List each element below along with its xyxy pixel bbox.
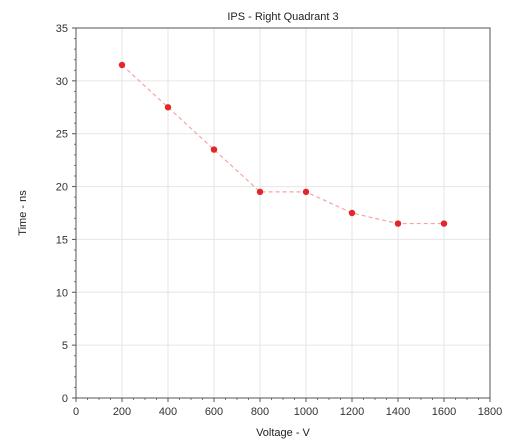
x-tick-label: 0 xyxy=(73,406,79,418)
x-tick-label: 600 xyxy=(205,406,223,418)
plot-background xyxy=(76,28,490,398)
y-axis-title: Time - ns xyxy=(17,190,29,236)
data-point xyxy=(440,220,448,227)
x-tick-label: 1000 xyxy=(294,406,318,418)
x-tick-label: 1200 xyxy=(340,406,364,418)
y-tick-label: 0 xyxy=(62,393,68,405)
data-point xyxy=(302,188,310,196)
data-point xyxy=(348,209,356,217)
data-point xyxy=(164,104,172,111)
y-tick-label: 25 xyxy=(56,129,68,141)
y-tick-label: 10 xyxy=(56,287,68,299)
y-tick-label: 5 xyxy=(62,340,68,352)
data-point xyxy=(256,188,264,196)
x-tick-label: 400 xyxy=(159,406,177,418)
series-line xyxy=(121,64,444,225)
plot-frame xyxy=(75,27,491,399)
data-point xyxy=(394,220,402,227)
y-tick-label: 15 xyxy=(56,234,68,246)
y-tick-labels: 0 5 10 15 20 25 30 35 xyxy=(56,23,68,405)
data-point xyxy=(118,61,126,69)
x-tick-label: 200 xyxy=(113,406,131,418)
x-tick-label: 1600 xyxy=(432,406,456,418)
y-tick-label: 30 xyxy=(56,76,68,88)
x-tick-label: 800 xyxy=(251,406,269,418)
x-tick-labels: 0 200 400 600 800 1000 1200 1400 1600 1800 xyxy=(73,406,502,418)
x-tick-label: 1800 xyxy=(478,406,502,418)
chart-title: IPS - Right Quadrant 3 xyxy=(227,11,338,23)
y-tick-label: 20 xyxy=(56,182,68,194)
y-tick-label: 35 xyxy=(56,23,68,35)
grid-lines xyxy=(72,27,491,402)
data-point xyxy=(210,146,218,153)
series-group xyxy=(118,61,448,227)
x-tick-label: 1400 xyxy=(386,406,410,418)
x-axis-title: Voltage - V xyxy=(256,427,310,439)
